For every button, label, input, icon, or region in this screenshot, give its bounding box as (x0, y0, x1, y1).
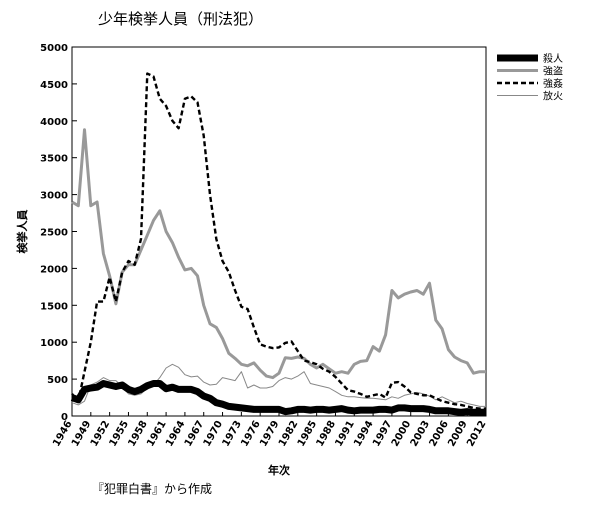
y-tick-label: 2500 (40, 228, 68, 239)
y-tick-label: 3500 (40, 154, 68, 165)
legend-label: 強盗 (543, 65, 563, 78)
series-layer (70, 72, 486, 416)
y-axis-label: 検挙人員 (15, 210, 29, 254)
y-tick-label: 3000 (40, 191, 68, 202)
x-tick-label: 2012 (465, 419, 488, 449)
plot-frame (71, 46, 487, 417)
legend-label: 強姦 (543, 77, 563, 90)
y-tick-label: 1500 (40, 301, 68, 312)
series-line-0 (70, 380, 486, 416)
series-line-1 (71, 128, 486, 380)
series-line-3 (71, 363, 486, 407)
y-tick-label: 500 (47, 375, 68, 386)
y-tick-label: 5000 (40, 43, 68, 54)
series-line-2 (71, 72, 486, 410)
y-tick-label: 4000 (40, 117, 68, 128)
y-tick-label: 1000 (40, 338, 68, 349)
legend-label: 放火 (543, 90, 563, 103)
y-tick-label: 4500 (40, 80, 68, 91)
legend-label: 殺人 (543, 52, 563, 65)
y-tick-label: 2000 (40, 264, 68, 275)
x-axis-label: 年次 (268, 463, 290, 477)
chart-title: 少年検挙人員（刑法犯） (98, 10, 264, 28)
source-note: 『犯罪白書』から作成 (92, 482, 213, 496)
y-tick-label: 0 (61, 412, 68, 423)
